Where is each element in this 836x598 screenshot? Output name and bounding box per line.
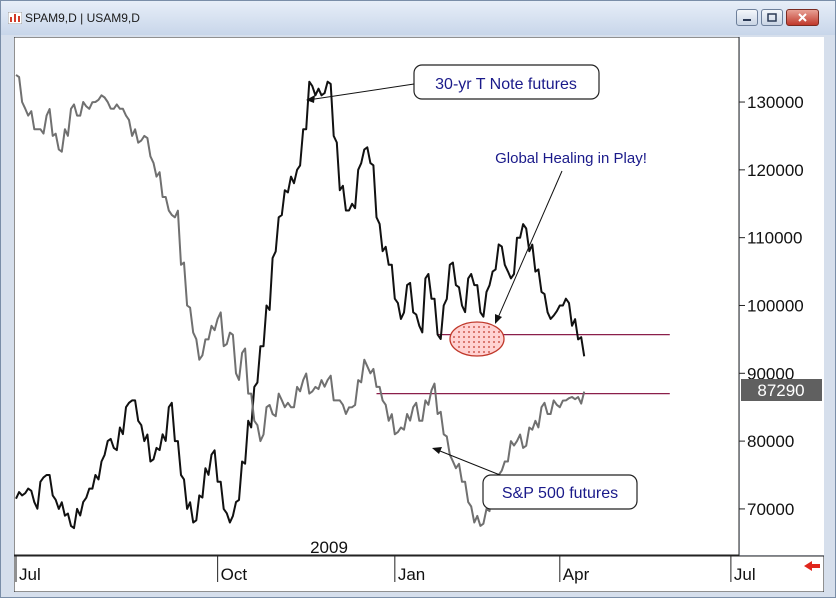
dot [478, 331, 480, 333]
y-tick-label: 70000 [747, 500, 794, 519]
price-axis: 70000 80000 90000 100000 110000 120000 130000 [739, 93, 804, 519]
dot [458, 341, 460, 343]
tnote-callout-label: 30-yr T Note futures [435, 76, 577, 93]
x-tick-label: Jul [734, 565, 756, 584]
x-tick-label: Jan [398, 565, 425, 584]
dot [473, 341, 475, 343]
dot [478, 336, 480, 338]
dot [498, 336, 500, 338]
dot [463, 341, 465, 343]
dot [478, 341, 480, 343]
chart-area: 700008000090000100000110000120000130000 … [14, 37, 824, 592]
sp500-series-line [15, 74, 586, 527]
dot [458, 346, 460, 348]
dot [483, 336, 485, 338]
maximize-icon [767, 13, 777, 22]
dot [498, 331, 500, 333]
dot [468, 326, 470, 328]
dot [463, 326, 465, 328]
dot [488, 326, 490, 328]
dot [453, 336, 455, 338]
sp500-callout-label: S&P 500 futures [502, 485, 618, 502]
dot [468, 346, 470, 348]
dot [453, 341, 455, 343]
tnote-arrow [307, 83, 415, 101]
y-tick-label: 110000 [747, 229, 802, 248]
minimize-icon [743, 19, 751, 21]
x-tick-label: Apr [563, 565, 590, 584]
dot [458, 336, 460, 338]
maximize-button[interactable] [761, 9, 783, 26]
close-button[interactable] [786, 9, 819, 26]
dot [468, 341, 470, 343]
dot [493, 341, 495, 343]
dot [478, 346, 480, 348]
sp500-arrow [434, 448, 501, 476]
price-axis-panel [740, 37, 824, 555]
tnote-callout-box [413, 64, 600, 100]
highlight-ellipse [449, 321, 505, 357]
dot [473, 336, 475, 338]
dot [483, 351, 485, 353]
plot-frame [14, 37, 740, 556]
last-price-badge [741, 379, 822, 401]
title-bar[interactable]: SPAM9,D | USAM9,D [1, 1, 835, 35]
dot [478, 326, 480, 328]
dot [473, 331, 475, 333]
dot [488, 351, 490, 353]
global-healing-arrow [496, 170, 563, 321]
y-tick-label: 80000 [747, 432, 794, 451]
y-tick-label: 90000 [747, 364, 794, 383]
global-healing-label: Global Healing in Play! [495, 150, 647, 167]
tnote-series-line [15, 80, 586, 530]
dot [493, 346, 495, 348]
dot [483, 341, 485, 343]
dot [463, 336, 465, 338]
dot [478, 351, 480, 353]
dot [473, 346, 475, 348]
close-icon [798, 13, 807, 22]
dot [498, 341, 500, 343]
x-tick-label: Oct [221, 565, 248, 584]
year-label: 2009 [310, 538, 348, 557]
last-price-label: 87290 [757, 381, 804, 400]
dot [483, 331, 485, 333]
dot [468, 351, 470, 353]
dot [488, 341, 490, 343]
dot [463, 346, 465, 348]
dot [483, 346, 485, 348]
dot [468, 331, 470, 333]
dot [488, 336, 490, 338]
chart-app-icon [8, 12, 22, 24]
minimize-button[interactable] [736, 9, 758, 26]
dot [463, 331, 465, 333]
x-tick-label: Jul [19, 565, 41, 584]
sp500-arrowhead [432, 447, 442, 454]
dot [483, 326, 485, 328]
price-series [15, 74, 586, 530]
dot [488, 346, 490, 348]
y-tick-label: 120000 [747, 161, 804, 180]
time-axis-panel [14, 555, 824, 592]
dot [488, 331, 490, 333]
tnote-arrowhead [306, 95, 315, 103]
dot [493, 336, 495, 338]
dot-pattern [453, 326, 500, 353]
y-tick-label: 100000 [747, 296, 804, 315]
dot [473, 351, 475, 353]
dot [473, 326, 475, 328]
window-title: SPAM9,D | USAM9,D [25, 11, 140, 25]
dot [468, 336, 470, 338]
y-tick-label: 130000 [747, 93, 804, 112]
dot [458, 331, 460, 333]
sp500-callout-box [482, 474, 638, 510]
dot [493, 331, 495, 333]
scroll-right-arrow-icon[interactable] [804, 561, 820, 571]
global-healing-arrowhead [495, 314, 502, 324]
time-axis: Jul Oct Jan Apr Jul [15, 556, 756, 584]
